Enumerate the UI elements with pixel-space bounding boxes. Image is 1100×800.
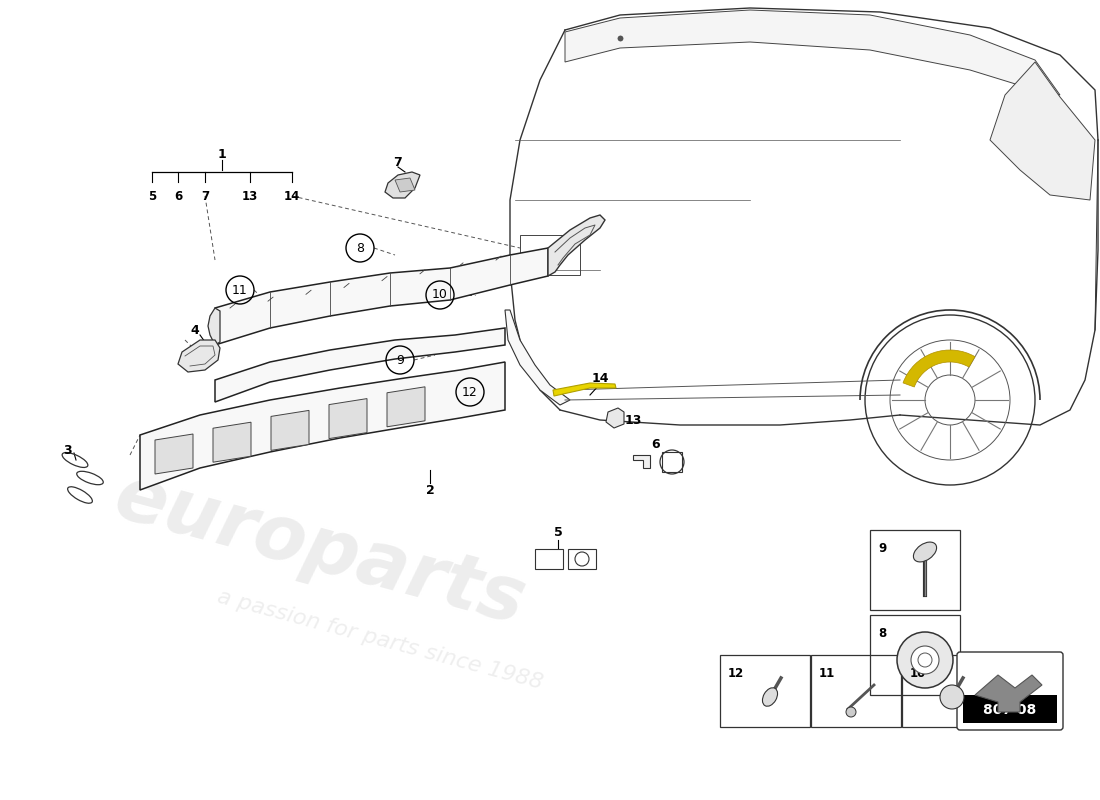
Polygon shape xyxy=(632,455,650,468)
Polygon shape xyxy=(213,422,251,462)
Bar xyxy=(811,655,901,727)
Bar xyxy=(535,549,563,569)
Text: a passion for parts since 1988: a passion for parts since 1988 xyxy=(214,587,544,693)
Polygon shape xyxy=(155,434,192,474)
Text: 13: 13 xyxy=(625,414,642,426)
FancyBboxPatch shape xyxy=(957,652,1063,730)
Text: 13: 13 xyxy=(242,190,258,203)
Polygon shape xyxy=(565,10,1060,95)
Circle shape xyxy=(896,632,953,688)
Text: 14: 14 xyxy=(284,190,300,203)
Polygon shape xyxy=(329,398,367,438)
Polygon shape xyxy=(208,308,220,345)
Polygon shape xyxy=(505,310,570,405)
Bar xyxy=(720,655,810,727)
Text: 2: 2 xyxy=(426,483,434,497)
Text: europarts: europarts xyxy=(107,460,534,640)
Wedge shape xyxy=(903,350,975,387)
Bar xyxy=(902,655,992,727)
Text: 5: 5 xyxy=(147,190,156,203)
Text: 10: 10 xyxy=(910,667,926,680)
Polygon shape xyxy=(387,387,425,427)
Text: 12: 12 xyxy=(462,386,477,398)
Text: 807 08: 807 08 xyxy=(983,702,1036,717)
Polygon shape xyxy=(553,383,616,396)
Circle shape xyxy=(940,685,964,709)
Circle shape xyxy=(918,653,932,667)
Ellipse shape xyxy=(762,688,778,706)
Bar xyxy=(662,452,682,472)
Text: 12: 12 xyxy=(728,667,745,680)
Polygon shape xyxy=(990,62,1094,200)
Text: 9: 9 xyxy=(878,542,887,555)
Bar xyxy=(870,615,960,695)
Polygon shape xyxy=(140,362,505,490)
Bar xyxy=(568,549,596,569)
Text: 9: 9 xyxy=(396,354,404,366)
Text: 11: 11 xyxy=(232,283,248,297)
Polygon shape xyxy=(975,675,1042,712)
Text: 8: 8 xyxy=(878,627,887,640)
Bar xyxy=(870,530,960,610)
Polygon shape xyxy=(271,410,309,450)
Polygon shape xyxy=(395,178,415,192)
Text: 4: 4 xyxy=(190,323,199,337)
Text: 6: 6 xyxy=(651,438,660,451)
Text: 7: 7 xyxy=(394,155,403,169)
Text: 11: 11 xyxy=(820,667,835,680)
Polygon shape xyxy=(385,172,420,198)
Polygon shape xyxy=(548,215,605,276)
Polygon shape xyxy=(178,340,220,372)
Bar xyxy=(962,694,1057,723)
Polygon shape xyxy=(214,248,548,345)
Text: 7: 7 xyxy=(201,190,209,203)
Text: 1: 1 xyxy=(218,147,227,161)
Text: 5: 5 xyxy=(553,526,562,539)
Circle shape xyxy=(846,707,856,717)
Polygon shape xyxy=(214,328,505,402)
Text: 10: 10 xyxy=(432,289,448,302)
Circle shape xyxy=(911,646,939,674)
Text: 3: 3 xyxy=(64,443,73,457)
Text: 14: 14 xyxy=(592,371,608,385)
Text: 8: 8 xyxy=(356,242,364,254)
Polygon shape xyxy=(606,408,624,428)
Ellipse shape xyxy=(913,542,936,562)
Text: 6: 6 xyxy=(174,190,183,203)
Bar xyxy=(520,235,580,275)
